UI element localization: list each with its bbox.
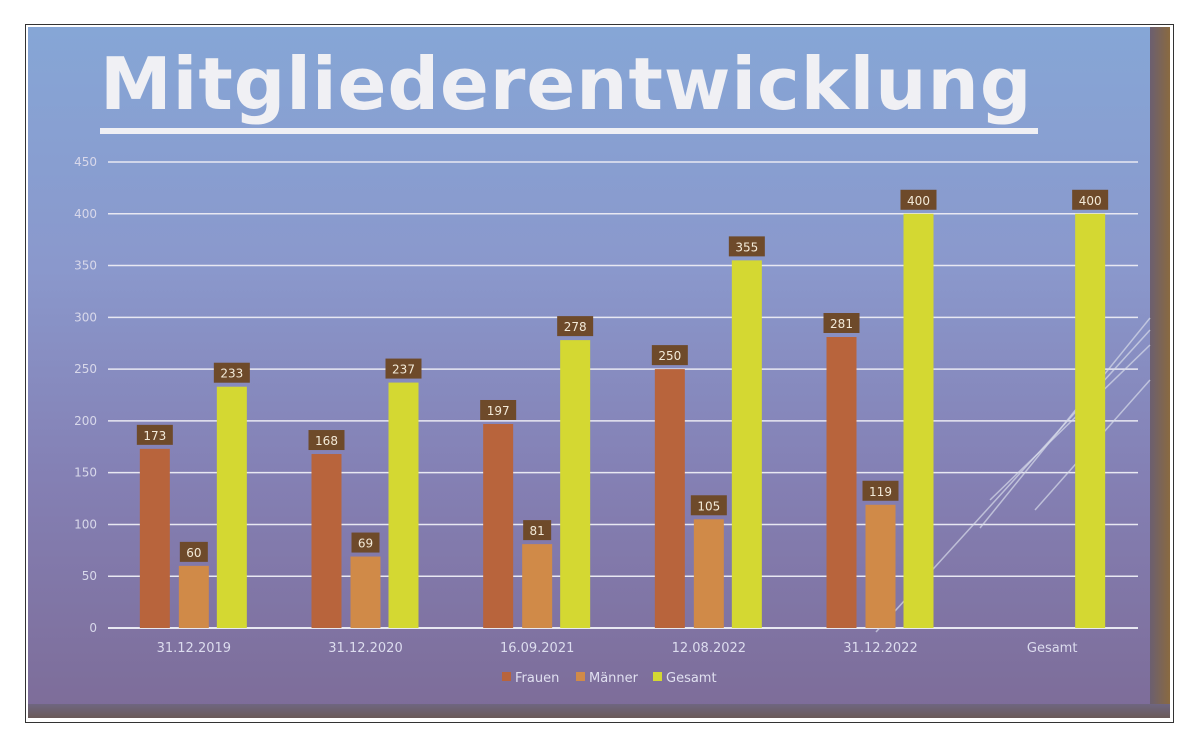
x-tick-label: 16.09.2021 [500, 641, 574, 656]
data-label-box [557, 316, 594, 337]
screen-bottom-edge [28, 704, 1170, 718]
x-tick-label: 31.12.2020 [328, 641, 402, 656]
data-label-box [690, 495, 727, 516]
data-label-box [862, 480, 899, 501]
bar-maenner [350, 556, 381, 628]
bar-maenner [178, 565, 209, 628]
data-label-box [308, 430, 345, 451]
data-label: 355 [735, 240, 758, 254]
data-label-box [385, 358, 422, 379]
y-tick-label: 450 [74, 155, 97, 169]
x-tick-label: 31.12.2022 [843, 641, 917, 656]
bar-frauen [483, 423, 514, 628]
screen-edge [1150, 27, 1170, 718]
bar-gesamt [1075, 213, 1106, 628]
bar-maenner [865, 504, 896, 628]
bar-frauen [311, 454, 342, 628]
data-label: 81 [530, 524, 545, 538]
bar-frauen [139, 448, 170, 628]
y-tick-label: 400 [74, 207, 97, 221]
data-label: 105 [697, 499, 720, 513]
legend-label: Frauen [515, 671, 559, 686]
data-label: 250 [658, 349, 681, 363]
y-tick-label: 150 [74, 466, 97, 480]
bar-maenner [522, 544, 553, 628]
decorative-line [989, 344, 1151, 501]
data-label: 237 [392, 363, 415, 377]
y-tick-label: 100 [74, 517, 97, 531]
data-label: 60 [186, 546, 201, 560]
y-tick-label: 300 [74, 310, 97, 324]
legend-swatch [576, 672, 585, 681]
data-label-box [728, 236, 765, 257]
data-label: 173 [143, 429, 166, 443]
data-label: 69 [358, 537, 373, 551]
data-label-box [351, 532, 380, 553]
data-label-box [213, 362, 250, 383]
y-tick-label: 250 [74, 362, 97, 376]
bar-maenner [693, 519, 724, 628]
data-label: 278 [564, 320, 587, 334]
legend-label: Männer [589, 671, 639, 686]
x-tick-label: 31.12.2019 [157, 641, 231, 656]
x-tick-label: 12.08.2022 [672, 641, 746, 656]
y-tick-label: 50 [82, 569, 97, 583]
data-label-box [823, 313, 860, 334]
legend-swatch [502, 672, 511, 681]
bar-frauen [654, 369, 685, 628]
bar-gesamt [731, 260, 762, 628]
x-tick-label: Gesamt [1027, 641, 1078, 656]
y-tick-label: 0 [89, 621, 97, 635]
data-label-box [179, 541, 208, 562]
data-label: 281 [830, 317, 853, 331]
y-tick-label: 350 [74, 259, 97, 273]
data-label: 233 [220, 367, 243, 381]
bar-gesamt [216, 386, 247, 628]
data-label-box [480, 399, 517, 420]
data-label-box [1072, 189, 1109, 210]
data-label: 168 [315, 434, 338, 448]
data-label: 400 [907, 194, 930, 208]
data-label-box [523, 520, 552, 541]
data-label-box [900, 189, 937, 210]
data-label-box [651, 345, 688, 366]
bar-frauen [826, 337, 857, 628]
legend-label: Gesamt [666, 671, 717, 686]
bar-gesamt [560, 340, 591, 628]
data-label: 119 [869, 485, 892, 499]
data-label: 197 [487, 404, 510, 418]
bar-gesamt [388, 382, 419, 628]
data-label-box [136, 424, 173, 445]
bar-gesamt [903, 213, 934, 628]
y-tick-label: 200 [74, 414, 97, 428]
decorative-line [979, 317, 1151, 529]
legend-swatch [653, 672, 662, 681]
chart-title: Mitgliederentwicklung [100, 40, 1039, 134]
data-label: 400 [1079, 194, 1102, 208]
